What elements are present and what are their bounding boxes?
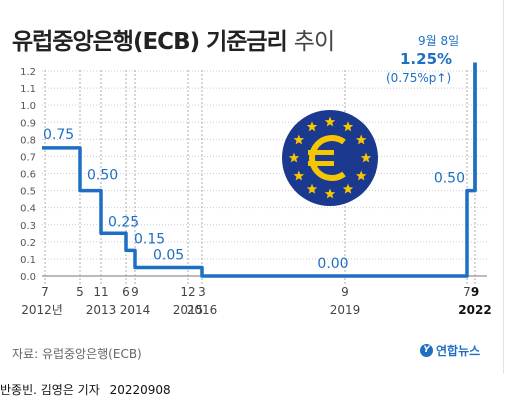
y-tick-label: 1.2 [20, 67, 36, 78]
credit-date: 20220908 [109, 383, 171, 397]
x-tick-year: 2015 [173, 303, 204, 317]
y-tick-label: 0.9 [20, 118, 36, 129]
x-tick-year: 2012년 [21, 303, 63, 317]
x-tick-month: 9 [341, 285, 349, 299]
data-label: 0.50 [87, 168, 118, 184]
y-tick-label: 1.1 [20, 84, 36, 95]
data-label: 0.00 [317, 256, 348, 272]
yonhap-logo-text: 연합뉴스 [436, 344, 481, 358]
source-note: 자료: 유럽중앙은행(ECB) [12, 347, 142, 361]
x-tick-year: 2019 [330, 303, 361, 317]
credit-author: 반종빈. 김영은 기자 [0, 383, 100, 397]
x-tick-month: 6 [122, 285, 130, 299]
x-tick-month: 3 [198, 285, 206, 299]
euro-bar-icon [308, 150, 334, 155]
x-tick-year: 2016 [187, 303, 218, 317]
euro-sign-icon [309, 135, 346, 181]
data-label: 0.05 [153, 247, 184, 263]
y-tick-label: 0.7 [20, 152, 36, 163]
data-label: 0.50 [434, 171, 465, 187]
y-tick-label: 0.8 [20, 135, 36, 146]
star-icon [288, 152, 300, 163]
euro-bar-icon [308, 161, 334, 166]
star-icon [324, 188, 336, 199]
star-icon [342, 121, 354, 132]
x-tick-month: 5 [76, 285, 84, 299]
x-tick-year: 2022 [458, 303, 491, 317]
ecb-logo-icon [282, 110, 378, 206]
x-tick-month: 11 [93, 285, 108, 299]
title-suffix: 추이 [293, 29, 335, 55]
x-tick-month: 9 [471, 285, 479, 299]
y-tick-label: 0.6 [20, 170, 36, 181]
star-icon [306, 121, 318, 132]
y-tick-label: 0.4 [20, 204, 36, 215]
star-icon [293, 170, 305, 181]
rate-chart: 1.2 1.1 1.0 0.9 0.8 0.7 0.6 0.5 0.4 0.3 0.2 0.1 0.0 7… [20, 62, 492, 317]
data-label: 0.25 [108, 214, 139, 230]
x-tick-month: 7 [41, 285, 49, 299]
star-icon [355, 134, 367, 145]
x-tick-month: 9 [131, 285, 139, 299]
chart-title: 유럽중앙은행(ECB) 기준금리 추이 [12, 22, 335, 56]
x-tick-year: 2014 [120, 303, 151, 317]
annotation-value: 1.25% [400, 50, 453, 68]
chart-card: 유럽중앙은행(ECB) 기준금리 추이 1.2 1.1 1.0 0.9 0.8 0.7 0.… [12, 0, 504, 374]
y-tick-label: 0.3 [20, 221, 36, 232]
title-main: 유럽중앙은행(ECB) 기준금리 [12, 29, 288, 55]
star-icon [306, 183, 318, 194]
credit-line: 반종빈. 김영은 기자 20220908 [0, 381, 171, 398]
y-tick-label: 0.0 [20, 272, 36, 283]
y-tick-label: 1.0 [20, 101, 36, 112]
annotation-change: (0.75%p↑) [386, 71, 452, 85]
y-tick-label: 0.2 [20, 238, 36, 249]
data-label: 0.75 [43, 127, 74, 143]
series-line [42, 62, 477, 278]
star-icon [355, 170, 367, 181]
x-tick-year: 2013 [86, 303, 117, 317]
star-icon [324, 116, 336, 127]
y-tick-label: 0.1 [20, 255, 36, 266]
x-tick-month: 12 [180, 285, 195, 299]
annotation-date: 9월 8일 [418, 34, 460, 48]
star-icon [342, 183, 354, 194]
y-tick-label: 0.5 [20, 187, 36, 198]
data-label: 0.15 [134, 231, 165, 247]
yonhap-logo: Y 연합뉴스 [420, 342, 480, 359]
star-icon [293, 134, 305, 145]
star-icon [360, 152, 372, 163]
x-tick-month: 7 [463, 285, 471, 299]
yonhap-logo-icon: Y [420, 344, 433, 357]
